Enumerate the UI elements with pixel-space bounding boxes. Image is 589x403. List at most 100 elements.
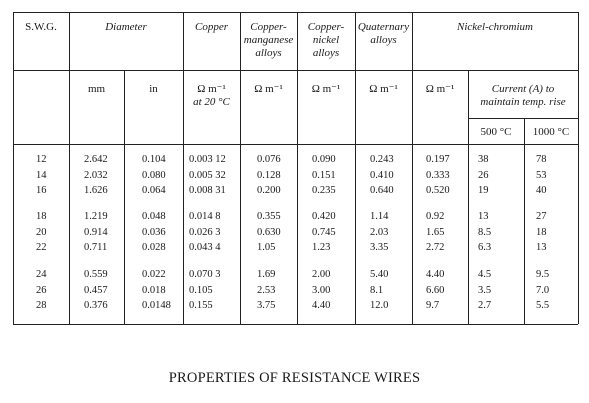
cell-diameter-in: 0.028 (142, 242, 166, 253)
header-diameter: Diameter (105, 21, 147, 33)
cell-diameter-in: 0.0148 (142, 300, 171, 311)
cell-cu-mn: 1.69 (257, 269, 276, 280)
cell-current-1000c: 78 (536, 154, 547, 165)
cell-diameter-in: 0.048 (142, 211, 166, 222)
unit-nicr: Ω m⁻¹ (425, 83, 455, 95)
cell-cu-ni: 0.151 (312, 169, 336, 181)
unit-quaternary: Ω m⁻¹ (369, 83, 398, 95)
cell-diameter-mm: 1.626 (84, 185, 108, 196)
cell-cu-mn: 3.75 (257, 300, 276, 311)
cell-copper: 0.014 8 (189, 211, 221, 222)
cell-swg: 16 (36, 185, 47, 196)
cell-nicr: 0.92 (426, 211, 445, 222)
cell-swg: 24 (36, 269, 47, 280)
col-divider-quaternary (412, 12, 413, 324)
cell-current-500c: 13 (478, 211, 489, 222)
cell-swg: 26 (36, 284, 47, 296)
cell-current-1000c: 5.5 (536, 300, 550, 311)
cell-diameter-in: 0.036 (142, 226, 166, 238)
col-divider-diameter (183, 12, 184, 324)
cell-quaternary: 3.35 (370, 242, 389, 253)
cell-cu-ni: 0.745 (312, 226, 336, 238)
table-caption: PROPERTIES OF RESISTANCE WIRES (168, 370, 421, 386)
cell-diameter-mm: 0.914 (84, 226, 108, 238)
header-divider (13, 70, 578, 71)
cell-diameter-mm: 0.457 (84, 284, 108, 296)
cell-current-500c: 4.5 (478, 269, 492, 280)
cell-copper: 0.005 32 (189, 169, 226, 181)
cell-quaternary: 0.410 (370, 169, 394, 181)
cell-current-1000c: 9.5 (536, 269, 550, 280)
cell-diameter-mm: 2.032 (84, 169, 108, 181)
col-divider-nicr-inner (468, 70, 469, 324)
cell-copper: 0.043 4 (189, 242, 221, 253)
unit-copper-note: at 20 °C (193, 96, 230, 108)
cell-nicr: 0.333 (426, 169, 450, 181)
cell-current-500c: 8.5 (478, 226, 492, 238)
cell-cu-ni: 1.23 (312, 242, 331, 253)
cell-swg: 28 (36, 300, 47, 311)
units-divider (13, 144, 578, 145)
cell-swg: 22 (36, 242, 47, 253)
col-divider-cu-mn (297, 12, 298, 324)
cell-current-1000c: 13 (536, 242, 547, 253)
unit-mm: mm (87, 83, 106, 95)
header-cu-ni-1: Copper- (307, 21, 345, 33)
cell-cu-mn: 0.200 (257, 185, 281, 196)
cell-swg: 14 (36, 169, 47, 181)
cell-current-500c: 6.3 (478, 242, 492, 253)
col-divider-cu-ni (355, 12, 356, 324)
cell-quaternary: 12.0 (370, 300, 389, 311)
header-cu-ni-2: nickel (312, 34, 340, 46)
table-top-border (13, 12, 578, 13)
cell-copper: 0.008 31 (189, 185, 226, 196)
cell-copper: 0.155 (189, 300, 213, 311)
cell-current-500c: 2.7 (478, 300, 492, 311)
cell-current-500c: 38 (478, 154, 489, 165)
cell-diameter-in: 0.104 (142, 154, 166, 165)
header-cu-mn-3: alloys (255, 47, 282, 59)
cell-swg: 18 (36, 211, 47, 222)
header-cu-mn-2: manganese (243, 34, 294, 46)
cell-current-1000c: 7.0 (536, 284, 550, 296)
cell-quaternary: 0.640 (370, 185, 394, 196)
current-title-2: maintain temp. rise (480, 96, 566, 108)
cell-cu-ni: 4.40 (312, 300, 331, 311)
header-quaternary-2: alloys (370, 34, 397, 46)
cell-cu-ni: 2.00 (312, 269, 331, 280)
cell-quaternary: 0.243 (370, 154, 394, 165)
unit-copper: Ω m⁻¹ (197, 83, 226, 95)
cell-quaternary: 8.1 (370, 284, 384, 296)
table-left-border (13, 12, 14, 324)
cell-current-1000c: 27 (536, 211, 547, 222)
current-500c-header: 500 °C (480, 126, 512, 138)
cell-nicr: 9.7 (426, 300, 440, 311)
cell-quaternary: 5.40 (370, 269, 389, 280)
cell-cu-mn: 2.53 (257, 284, 276, 296)
cell-cu-ni: 0.420 (312, 211, 336, 222)
cell-cu-ni: 3.00 (312, 284, 331, 296)
cell-current-1000c: 18 (536, 226, 547, 238)
unit-cu-mn: Ω m⁻¹ (254, 83, 283, 95)
cell-diameter-in: 0.022 (142, 269, 166, 280)
cell-current-1000c: 40 (536, 185, 547, 196)
cell-nicr: 0.197 (426, 154, 450, 165)
cell-nicr: 6.60 (426, 284, 445, 296)
col-divider-copper (240, 12, 241, 324)
unit-in: in (149, 83, 158, 95)
current-1000c-header: 1000 °C (532, 126, 570, 138)
cell-diameter-mm: 1.219 (84, 211, 108, 222)
cell-current-500c: 19 (478, 185, 489, 196)
cell-diameter-in: 0.018 (142, 284, 166, 296)
cell-swg: 12 (36, 154, 47, 165)
cell-current-500c: 3.5 (478, 284, 492, 296)
current-title-1: Current (A) to (491, 83, 555, 95)
table-right-border (578, 12, 579, 324)
header-nickel-chromium: Nickel-chromium (457, 21, 533, 33)
cell-diameter-mm: 0.559 (84, 269, 108, 280)
header-cu-mn-1: Copper- (250, 21, 287, 33)
header-cu-ni-3: alloys (312, 47, 340, 59)
cell-copper: 0.070 3 (189, 269, 221, 280)
unit-cu-ni: Ω m⁻¹ (311, 83, 341, 95)
header-swg: S.W.G. (25, 21, 57, 33)
